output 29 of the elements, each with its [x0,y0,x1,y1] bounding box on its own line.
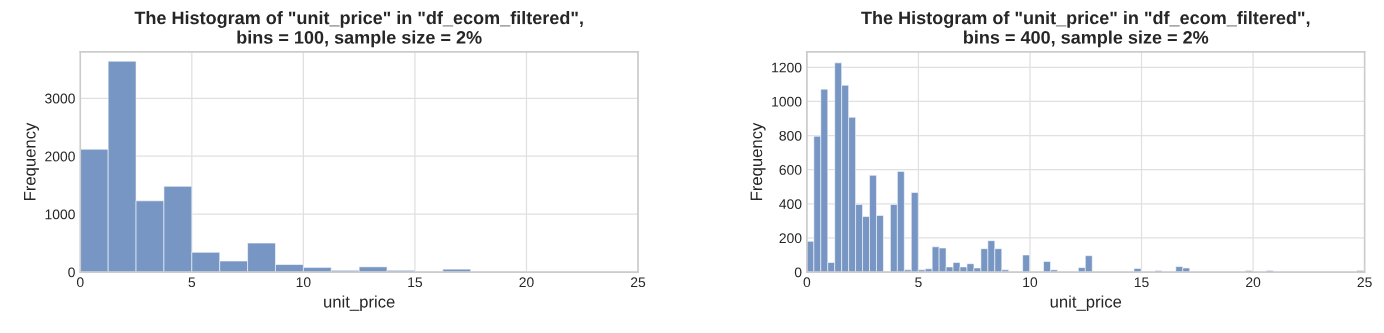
y-tick-label: 3000 [45,93,75,104]
x-tick-label: 5 [915,277,922,288]
x-tick-label: 15 [1134,277,1149,288]
y-tick-label: 1000 [772,96,802,107]
y-axis-title: Frequency [24,122,39,201]
x-tick-label: 15 [408,277,423,288]
y-tick-label: 1200 [772,62,802,73]
x-tick-label: 20 [519,277,534,288]
x-axis-title: unit_price [324,295,395,311]
y-tick-label: 1000 [45,209,75,220]
x-tick-label: 10 [1023,277,1038,288]
x-tick-label: 20 [1246,277,1261,288]
x-tick-label: 0 [803,277,811,288]
y-tick-label: 200 [779,233,802,244]
x-axis-title: unit_price [1050,295,1122,311]
x-tick-label: 0 [76,277,84,288]
y-tick-label: 600 [779,165,802,175]
y-tick-label: 0 [68,267,75,278]
y-tick-label: 800 [779,130,802,141]
x-tick-label: 5 [188,277,196,288]
chart-title: The Histogram of "unit_price" in "df_ecom_filtered", bins = 400, sample size = 2% [861,11,1310,48]
y-tick-label: 2000 [45,151,75,162]
y-tick-label: 400 [779,199,802,209]
y-tick-label: 0 [794,267,802,278]
x-tick-label: 10 [296,277,311,288]
chart-title: The Histogram of "unit_price" in "df_ecom_filtered", bins = 100, sample size = 2% [134,11,583,48]
y-axis-title: Frequency [750,122,766,201]
x-tick-label: 25 [1357,277,1372,288]
x-tick-label: 25 [631,277,646,288]
